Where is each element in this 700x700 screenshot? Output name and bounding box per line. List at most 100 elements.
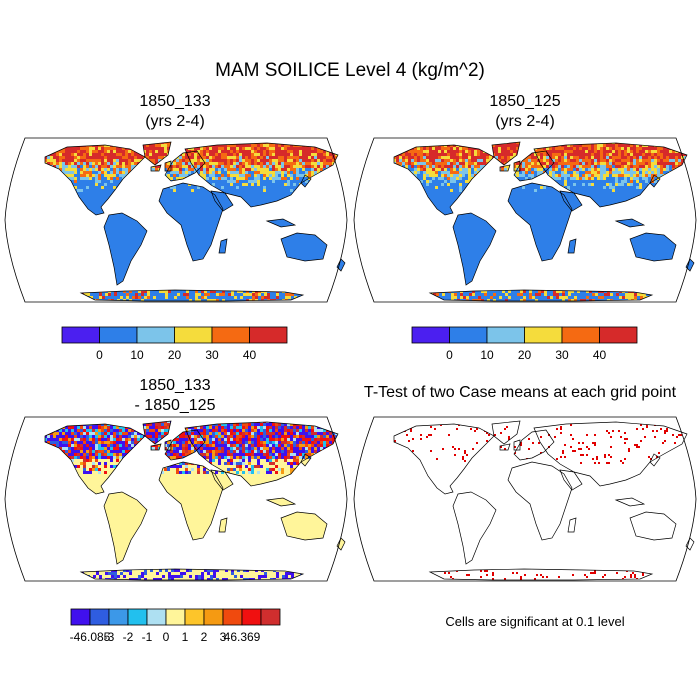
grid-cell <box>206 447 209 450</box>
grid-cell <box>335 429 338 432</box>
grid-cell <box>657 165 660 168</box>
grid-cell <box>450 153 453 156</box>
grid-cell <box>606 159 609 162</box>
grid-cell <box>498 144 501 147</box>
grid-cell <box>290 165 293 168</box>
grid-cell <box>212 177 215 180</box>
grid-cell <box>153 578 156 580</box>
grid-cell <box>119 444 122 447</box>
grid-cell <box>633 162 636 165</box>
grid-cell <box>690 177 693 180</box>
grid-cell <box>344 142 345 144</box>
grid-cell <box>110 441 113 444</box>
grid-cell <box>618 165 621 168</box>
grid-cell <box>615 177 618 180</box>
grid-cell <box>326 165 329 168</box>
indonesia-island <box>267 219 295 227</box>
significant-cell <box>586 454 588 456</box>
grid-cell <box>296 156 299 159</box>
grid-cell <box>537 156 540 159</box>
grid-cell <box>287 426 290 429</box>
grid-cell <box>129 572 132 575</box>
grid-cell <box>576 162 579 165</box>
grid-cell <box>200 168 203 171</box>
grid-cell <box>528 156 531 159</box>
grid-cell <box>104 162 107 165</box>
grid-cell <box>323 432 326 435</box>
grid-cell <box>260 444 263 447</box>
significant-cell <box>476 428 478 430</box>
grid-cell <box>245 441 248 444</box>
grid-cell <box>230 144 233 147</box>
grid-cell <box>194 438 197 441</box>
grid-cell <box>113 450 116 453</box>
grid-cell <box>80 456 83 459</box>
grid-cell <box>272 444 275 447</box>
grid-cell <box>538 290 541 293</box>
grid-cell <box>92 438 95 441</box>
grid-cell <box>95 465 98 468</box>
grid-cell <box>89 450 92 453</box>
grid-cell <box>522 171 525 174</box>
grid-cell <box>456 159 459 162</box>
grid-cell <box>420 153 423 156</box>
grid-cell <box>555 177 558 180</box>
coastline-north-america <box>44 144 146 216</box>
grid-cell <box>236 174 239 177</box>
grid-cell <box>603 165 606 168</box>
significant-cell <box>560 428 562 430</box>
grid-cell <box>209 429 212 432</box>
grid-cell <box>296 150 299 153</box>
grid-cell <box>305 441 308 444</box>
grid-cell <box>603 177 606 180</box>
grid-cell <box>275 147 278 150</box>
grid-cell <box>248 453 251 456</box>
grid-cell <box>516 144 519 147</box>
grid-cell <box>266 144 269 147</box>
grid-cell <box>122 429 125 432</box>
grid-cell <box>86 156 89 159</box>
grid-cell <box>609 186 612 189</box>
grid-cell <box>248 147 251 150</box>
grid-cell <box>460 296 463 299</box>
grid-cell <box>227 444 230 447</box>
grid-cell <box>215 435 218 438</box>
grid-cell <box>642 171 645 174</box>
grid-cell <box>179 162 182 165</box>
grid-cell <box>278 144 281 147</box>
grid-cell <box>191 168 194 171</box>
coastline-south-america <box>103 212 148 286</box>
grid-cell <box>278 156 281 159</box>
grid-cell <box>287 165 290 168</box>
grid-cell <box>195 578 198 580</box>
grid-cell <box>221 144 224 147</box>
grid-cell <box>230 153 233 156</box>
grid-cell <box>663 153 666 156</box>
grid-cell <box>612 162 615 165</box>
grid-cell <box>278 177 281 180</box>
grid-cell <box>248 162 251 165</box>
grid-cell <box>639 183 642 186</box>
grid-cell <box>87 293 90 296</box>
grid-cell <box>50 153 53 156</box>
grid-cell <box>86 162 89 165</box>
grid-cell <box>540 153 543 156</box>
grid-cell <box>245 165 248 168</box>
grid-cell <box>571 299 574 301</box>
grid-cell <box>231 293 234 296</box>
grid-cell <box>252 299 255 301</box>
grid-cell <box>80 150 83 153</box>
grid-cell <box>83 153 86 156</box>
grid-cell <box>640 296 643 299</box>
grid-cell <box>299 159 302 162</box>
grid-cell <box>113 147 116 150</box>
grid-cell <box>260 165 263 168</box>
grid-cell <box>224 435 227 438</box>
grid-cell <box>116 165 119 168</box>
grid-cell <box>189 299 192 301</box>
grid-cell <box>308 426 311 429</box>
grid-cell <box>128 162 131 165</box>
grid-cell <box>603 186 606 189</box>
grid-cell <box>502 290 505 293</box>
grid-cell <box>182 471 185 474</box>
